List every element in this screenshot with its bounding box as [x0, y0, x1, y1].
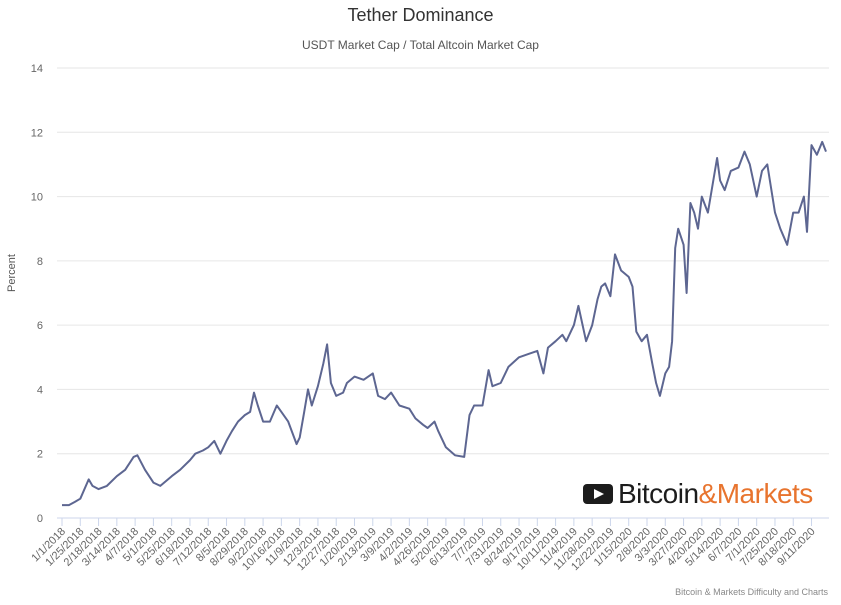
series-line [62, 140, 827, 507]
play-icon [583, 484, 613, 504]
y-tick-label: 12 [31, 127, 43, 139]
y-tick-label: 4 [37, 384, 43, 396]
y-tick-label: 2 [37, 449, 43, 461]
y-tick-label: 14 [31, 63, 43, 75]
chart-subtitle: USDT Market Cap / Total Altcoin Market C… [302, 38, 539, 52]
y-tick-label: 6 [37, 320, 43, 332]
watermark-text-markets: &Markets [698, 478, 814, 509]
chart-title: Tether Dominance [347, 5, 494, 25]
chart-credits[interactable]: Bitcoin & Markets Difficulty and Charts [675, 587, 828, 597]
y-tick-label: 8 [37, 256, 43, 268]
watermark-text-bitcoin: Bitcoin [618, 478, 699, 509]
brand-watermark: Bitcoin&Markets [583, 478, 813, 510]
y-tick-label: 10 [31, 192, 43, 204]
y-tick-label: 0 [37, 513, 43, 525]
